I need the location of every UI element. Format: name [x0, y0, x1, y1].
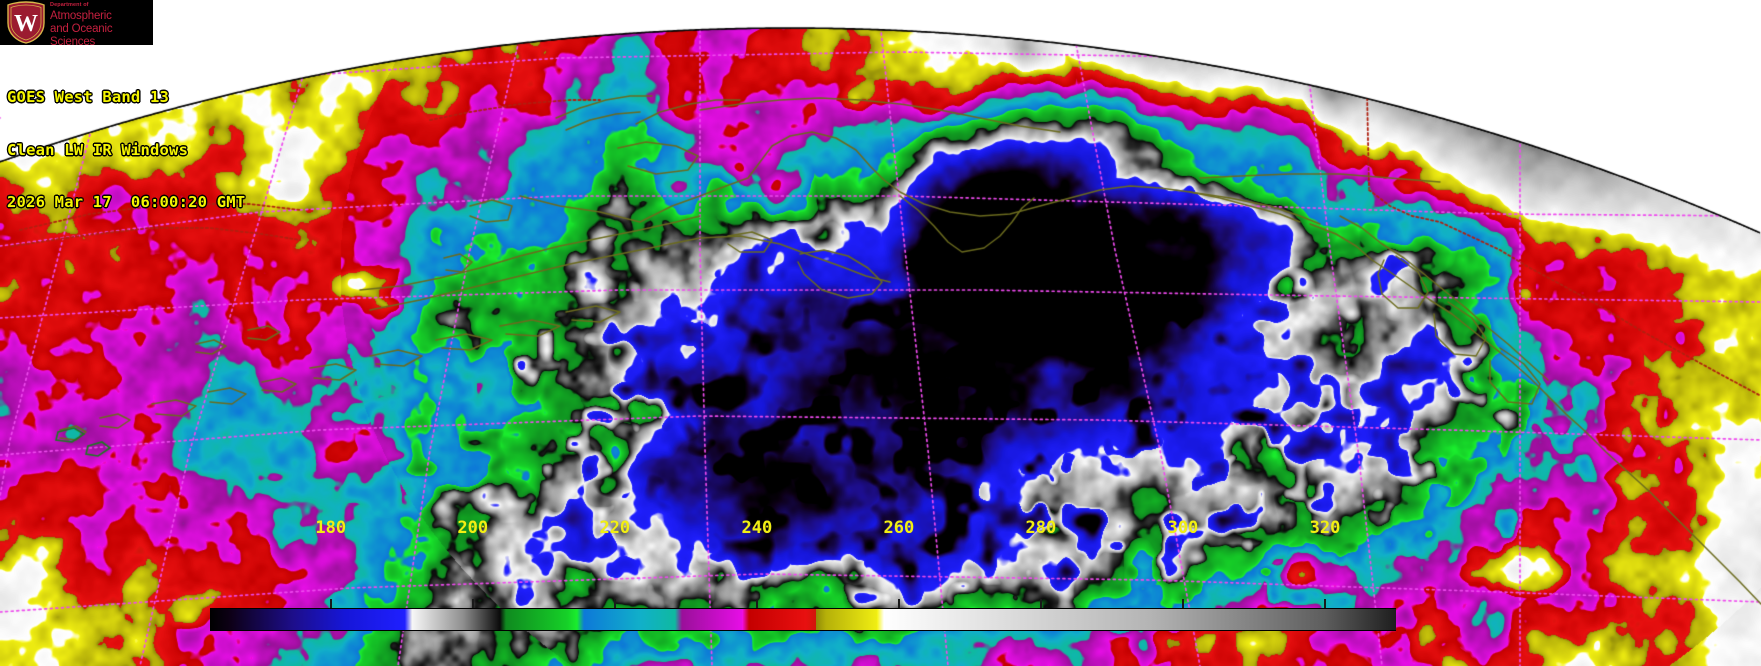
logo-line-oceanic: and Oceanic Sciences — [50, 22, 113, 45]
logo-line-atmospheric: Atmospheric — [50, 9, 112, 22]
annotation-satellite-band: GOES West Band 13 — [7, 88, 170, 106]
uw-madison-aos-logo: W Department of Atmospheric and Oceanic … — [0, 0, 153, 45]
image-annotation-block: GOES West Band 13 Clean LW IR Windows 20… — [7, 54, 245, 247]
annotation-product: Clean LW IR Windows — [7, 140, 189, 159]
svg-text:W: W — [14, 11, 38, 37]
logo-department-label: Department of — [50, 2, 89, 8]
logo-text-group: Department of Atmospheric and Oceanic Sc… — [50, 2, 152, 45]
annotation-timestamp: 2026 Mar 17 06:00:20 GMT — [7, 193, 246, 211]
uw-crest-icon: W — [7, 1, 45, 44]
